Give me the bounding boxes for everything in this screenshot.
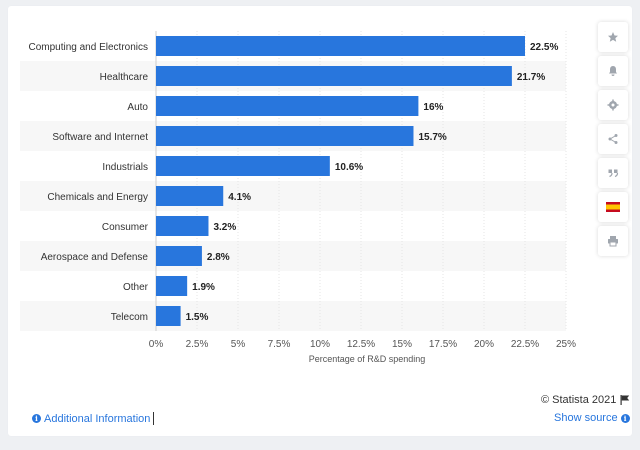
tick-label: 10% bbox=[310, 339, 330, 350]
show-source-link[interactable]: Show source i bbox=[554, 412, 630, 424]
share-button[interactable] bbox=[598, 124, 628, 154]
value-label: 22.5% bbox=[530, 42, 558, 53]
additional-information-label: Additional Information bbox=[44, 412, 151, 425]
bar bbox=[156, 246, 202, 266]
bar bbox=[156, 36, 525, 56]
tick-label: 20% bbox=[474, 339, 494, 350]
tick-label: 2.5% bbox=[186, 339, 209, 350]
tick-label: 0% bbox=[149, 339, 164, 350]
print-button[interactable] bbox=[598, 226, 628, 256]
value-label: 3.2% bbox=[213, 222, 236, 233]
bar-chart: Computing and Electronics 22.5% Healthcare… bbox=[20, 31, 576, 364]
category-label: Computing and Electronics bbox=[28, 42, 148, 53]
copyright-text: © Statista 2021 bbox=[541, 394, 617, 406]
bar bbox=[156, 216, 209, 236]
value-label: 1.9% bbox=[192, 282, 215, 293]
flag-icon[interactable] bbox=[620, 395, 630, 405]
category-label: Software and Internet bbox=[52, 132, 148, 143]
tick-label: 22.5% bbox=[511, 339, 539, 350]
print-icon bbox=[608, 236, 618, 247]
row-band bbox=[20, 181, 566, 211]
category-label: Other bbox=[123, 282, 149, 293]
category-label: Industrials bbox=[102, 162, 148, 173]
text-cursor bbox=[153, 412, 155, 425]
tick-label: 5% bbox=[231, 339, 246, 350]
bar bbox=[156, 126, 414, 146]
language-button[interactable] bbox=[598, 192, 628, 222]
category-label: Aerospace and Defense bbox=[41, 252, 149, 263]
show-source-label: Show source bbox=[554, 412, 618, 424]
value-label: 15.7% bbox=[418, 132, 446, 143]
category-label: Healthcare bbox=[100, 72, 149, 83]
value-label: 2.8% bbox=[207, 252, 230, 263]
chart-toolbar bbox=[598, 22, 628, 260]
row-band bbox=[20, 301, 566, 331]
value-label: 21.7% bbox=[517, 72, 545, 83]
chart-card: Computing and Electronics 22.5% Healthcare… bbox=[8, 6, 632, 436]
additional-information-link[interactable]: i Additional Information bbox=[32, 412, 155, 425]
share-icon bbox=[608, 134, 618, 144]
cite-button[interactable] bbox=[598, 158, 628, 188]
category-label: Consumer bbox=[102, 222, 149, 233]
favorite-button[interactable] bbox=[598, 22, 628, 52]
quote-icon bbox=[608, 169, 619, 178]
copyright: © Statista 2021 bbox=[541, 394, 630, 406]
notification-button[interactable] bbox=[598, 56, 628, 86]
tick-label: 7.5% bbox=[268, 339, 291, 350]
row-band bbox=[20, 241, 566, 271]
category-label: Auto bbox=[127, 102, 148, 113]
bar bbox=[156, 186, 224, 206]
bar bbox=[156, 96, 419, 116]
value-label: 16% bbox=[423, 102, 443, 113]
x-axis-title: Percentage of R&D spending bbox=[309, 354, 426, 364]
value-label: 10.6% bbox=[335, 162, 363, 173]
gear-icon bbox=[607, 99, 619, 111]
bar bbox=[156, 276, 188, 296]
category-label: Telecom bbox=[111, 312, 148, 323]
info-icon: i bbox=[32, 414, 41, 423]
category-label: Chemicals and Energy bbox=[47, 192, 148, 203]
tick-label: 17.5% bbox=[429, 339, 457, 350]
star-icon bbox=[608, 32, 618, 42]
flag-spain-icon bbox=[606, 202, 620, 212]
settings-button[interactable] bbox=[598, 90, 628, 120]
bar bbox=[156, 156, 330, 176]
bar bbox=[156, 66, 512, 86]
bell-icon bbox=[609, 66, 617, 76]
info-icon: i bbox=[620, 413, 630, 423]
tick-label: 15% bbox=[392, 339, 412, 350]
tick-label: 25% bbox=[556, 339, 576, 350]
value-label: 1.5% bbox=[186, 312, 209, 323]
value-label: 4.1% bbox=[228, 192, 251, 203]
tick-label: 12.5% bbox=[347, 339, 375, 350]
bar bbox=[156, 306, 181, 326]
